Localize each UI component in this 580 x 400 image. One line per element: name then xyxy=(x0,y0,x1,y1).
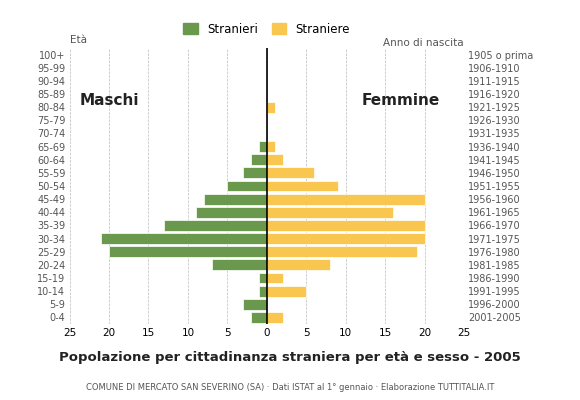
Bar xyxy=(259,141,267,152)
Text: Età: Età xyxy=(70,35,86,45)
Text: COMUNE DI MERCATO SAN SEVERINO (SA) · Dati ISTAT al 1° gennaio · Elaborazione TU: COMUNE DI MERCATO SAN SEVERINO (SA) · Da… xyxy=(86,384,494,392)
Text: Maschi: Maschi xyxy=(79,93,139,108)
Bar xyxy=(267,286,306,296)
Bar xyxy=(267,168,314,178)
Bar xyxy=(259,273,267,283)
Bar xyxy=(267,141,275,152)
Bar xyxy=(196,207,267,218)
Bar xyxy=(251,154,267,165)
Bar xyxy=(227,181,267,191)
Bar xyxy=(243,168,267,178)
Bar xyxy=(267,312,282,323)
Bar xyxy=(204,194,267,204)
Bar xyxy=(267,194,425,204)
Text: Femmine: Femmine xyxy=(362,93,440,108)
Bar xyxy=(267,233,425,244)
Bar xyxy=(212,260,267,270)
Bar xyxy=(101,233,267,244)
Bar xyxy=(164,220,267,231)
Bar xyxy=(109,246,267,257)
Bar xyxy=(251,312,267,323)
Bar xyxy=(267,154,282,165)
Bar xyxy=(267,246,416,257)
Text: Popolazione per cittadinanza straniera per età e sesso - 2005: Popolazione per cittadinanza straniera p… xyxy=(59,352,521,364)
Bar xyxy=(259,286,267,296)
Bar xyxy=(267,260,330,270)
Legend: Stranieri, Straniere: Stranieri, Straniere xyxy=(179,18,355,40)
Bar xyxy=(267,207,393,218)
Bar xyxy=(243,299,267,310)
Bar xyxy=(267,181,338,191)
Bar xyxy=(267,102,275,112)
Text: Anno di nascita: Anno di nascita xyxy=(383,38,464,48)
Bar xyxy=(267,220,425,231)
Bar xyxy=(267,273,282,283)
